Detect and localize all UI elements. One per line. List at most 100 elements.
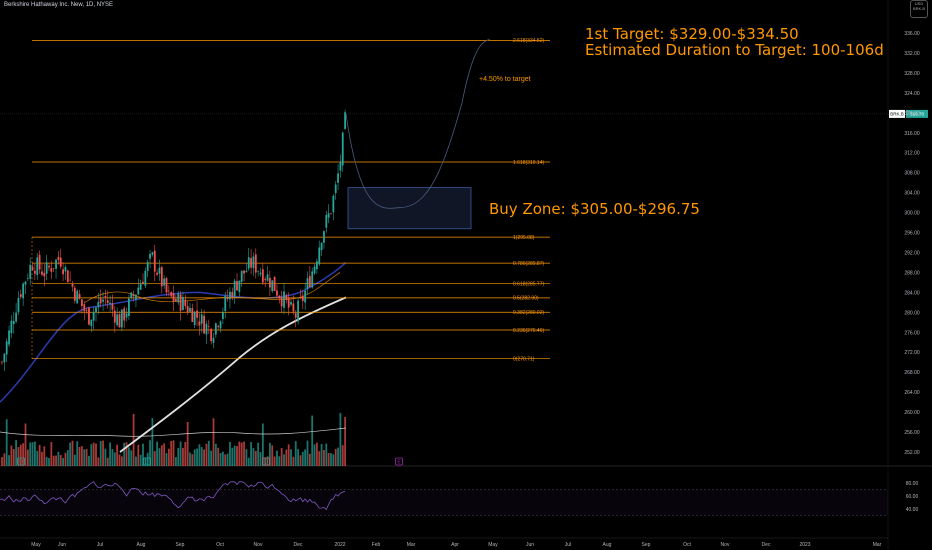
volume-bar (344, 417, 346, 466)
fib-label: 0.786(289.87) (513, 261, 544, 267)
fib-label: 0(270.71) (513, 356, 535, 362)
volume-bar (10, 445, 13, 466)
time-tick-label: Oct (216, 542, 224, 548)
candle-body (45, 262, 48, 274)
volume-bar (320, 444, 323, 466)
volume-bar (200, 447, 203, 466)
volume-bar (175, 457, 177, 466)
volume-bar (198, 444, 201, 466)
candle-body (250, 258, 252, 268)
candle-body (222, 312, 224, 319)
candle-body (167, 290, 170, 292)
time-axis[interactable]: May Jun Jul Aug Sep Oct Nov Dec 2022 Feb Mar Apr May… (0, 537, 888, 548)
time-tick-label: Sep (176, 542, 185, 548)
buy-zone-annotation: Buy Zone: $305.00-$296.75 (489, 200, 700, 218)
volume-bar (45, 456, 48, 466)
projection-curve (345, 39, 491, 209)
volume-bar (36, 450, 39, 466)
time-tick-label: Nov (721, 542, 730, 548)
volume-bar (102, 440, 104, 466)
price-axis[interactable]: 336.00 332.00 328.00 324.00 320.00 316.00 312.… (904, 31, 920, 456)
fib-label: 0.236(276.46) (513, 328, 544, 334)
volume-bar (146, 452, 149, 466)
price-tick-label: 284.00 (904, 290, 920, 296)
candle-body (269, 277, 271, 288)
candle-body (308, 276, 311, 287)
volume-bar (334, 448, 337, 466)
volume-bar (130, 450, 133, 466)
candle-body (118, 314, 121, 328)
candle-body (31, 266, 34, 271)
volume-bar (135, 456, 137, 466)
price-tick-label: 332.00 (904, 51, 920, 57)
candle-body (311, 271, 314, 288)
target-annotation: 1st Target: $329.00-$334.50 Estimated Du… (585, 26, 884, 58)
candle-body (29, 264, 32, 279)
candle-body (245, 270, 248, 272)
volume-bar (137, 444, 140, 466)
volume-bar (90, 444, 93, 466)
volume-bar (226, 453, 229, 466)
candle-body (50, 268, 53, 272)
candle-body (264, 279, 267, 280)
volume-bar (219, 452, 222, 466)
volume-bar (160, 445, 163, 466)
volume-bar (99, 440, 102, 466)
candle-body (240, 270, 243, 282)
volume-bar (233, 445, 236, 466)
candle-body (8, 330, 10, 345)
volume-bar (118, 454, 121, 466)
volume-bar (24, 423, 27, 466)
currency-scale-button[interactable]: USD BRK.B (910, 0, 928, 18)
candle-body (276, 290, 278, 296)
volume-bar (245, 449, 248, 466)
target-line-1: 1st Target: $329.00-$334.50 (585, 25, 799, 43)
volume-bar (163, 443, 166, 466)
event-marker-box (17, 457, 25, 466)
price-tick-label: 272.00 (904, 350, 920, 356)
volume-bar (125, 442, 128, 466)
volume-bar (285, 449, 288, 466)
candle-body (123, 308, 126, 321)
candle-body (88, 307, 90, 325)
candle-body (137, 287, 140, 295)
candle-body (297, 300, 299, 322)
candle-body (151, 252, 154, 255)
volume-bar (224, 454, 227, 466)
volume-bar (191, 454, 194, 466)
volume-bar (167, 448, 170, 466)
volume-bar (297, 449, 299, 466)
volume-bar (69, 442, 72, 466)
candle-body (292, 303, 295, 312)
candle-body (76, 290, 79, 304)
volume-bar (3, 453, 6, 466)
candle-body (203, 315, 205, 334)
volume-bar (149, 440, 151, 466)
price-tick-label: 328.00 (904, 71, 920, 77)
candle-body (78, 293, 81, 299)
volume-bar (189, 452, 191, 466)
candle-body (193, 311, 196, 326)
volume-bar (311, 415, 314, 466)
pct-to-target-label: +4.50% to target (479, 76, 531, 83)
volume-bar (186, 421, 189, 466)
volume-bar (327, 453, 330, 466)
candle-body (144, 270, 147, 286)
candle-body (177, 293, 180, 303)
candle-body (34, 270, 36, 274)
candle-body (109, 302, 111, 304)
candle-body (69, 279, 72, 281)
volume-bar (38, 444, 41, 466)
candle-body (273, 276, 276, 291)
candle-body (142, 281, 144, 285)
fib-label: 2.618(334.52) (513, 38, 544, 44)
candle-body (1, 361, 3, 363)
candle-body (26, 278, 29, 279)
candle-body (233, 280, 236, 297)
candle-body (184, 299, 187, 307)
candle-body (43, 272, 46, 277)
candle-body (41, 271, 43, 275)
time-tick-label: Dec (294, 542, 303, 548)
candle-body (313, 266, 316, 274)
